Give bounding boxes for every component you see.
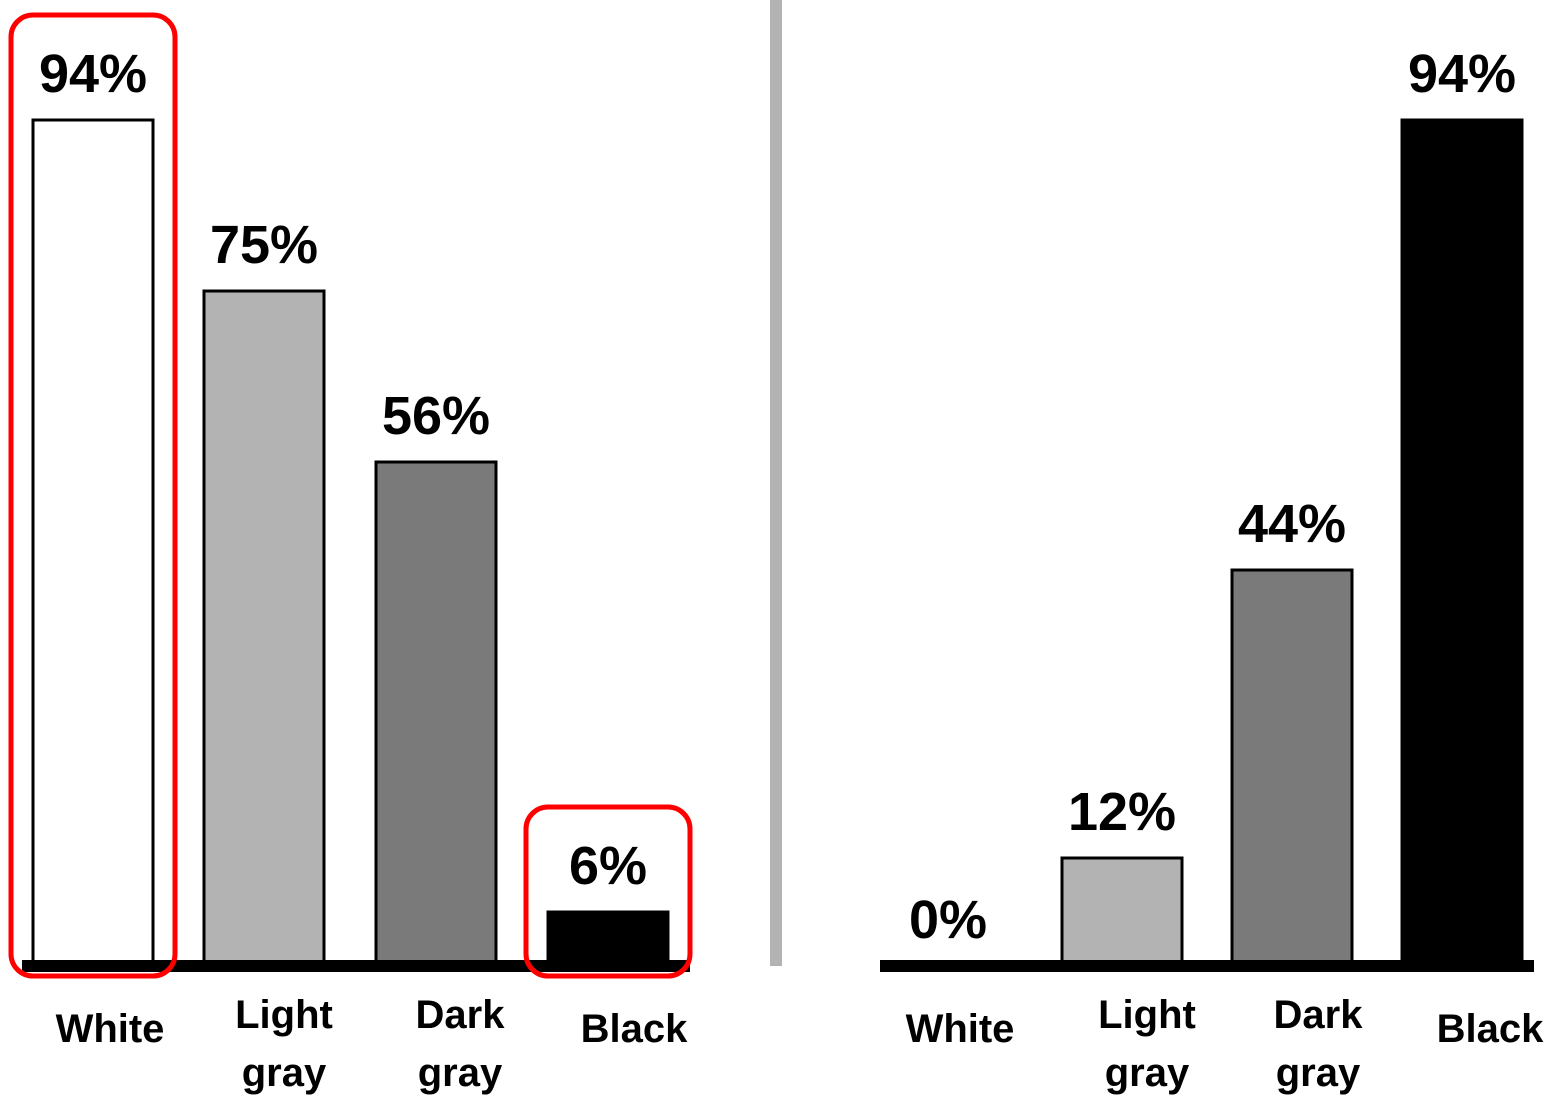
value-label-left-dark-gray: 56% [382,386,490,446]
category-label-left-white: White [56,1007,165,1051]
category-label-left-light-gray-line1: Light [235,993,333,1037]
category-label-right-light-gray-line2: gray [1105,1051,1190,1095]
bar-left-dark-gray [374,460,498,968]
value-label-right-light-gray: 12% [1068,782,1176,842]
category-label-right-dark-gray-line2: gray [1276,1051,1361,1095]
value-label-left-light-gray: 75% [210,215,318,275]
category-label-right-black: Black [1437,1007,1544,1051]
category-label-left-dark-gray-line2: gray [418,1051,503,1095]
category-label-right-light-gray-line1: Light [1098,993,1196,1037]
baseline-left [22,960,690,972]
category-label-left-light-gray-line2: gray [242,1051,327,1095]
panel-divider [770,0,782,966]
bar-left-light-gray [202,289,326,968]
value-label-right-black: 94% [1408,44,1516,104]
value-label-left-white: 94% [39,44,147,104]
bar-right-dark-gray [1230,568,1354,968]
bar-right-black [1400,118,1524,968]
category-label-right-white: White [906,1007,1015,1051]
value-label-left-black: 6% [569,836,647,896]
bar-right-light-gray [1060,856,1184,968]
highlight-box-left-black [523,804,693,979]
category-label-right-dark-gray-line1: Dark [1274,993,1364,1037]
highlight-box-left-white [8,12,178,979]
category-label-left-black: Black [581,1007,688,1051]
category-label-left-dark-gray-line1: Dark [416,993,506,1037]
value-label-right-dark-gray: 44% [1238,494,1346,554]
value-label-right-white: 0% [909,890,987,950]
bar-left-black [546,910,670,968]
bar-left-white [31,118,155,968]
baseline-right [880,960,1534,972]
